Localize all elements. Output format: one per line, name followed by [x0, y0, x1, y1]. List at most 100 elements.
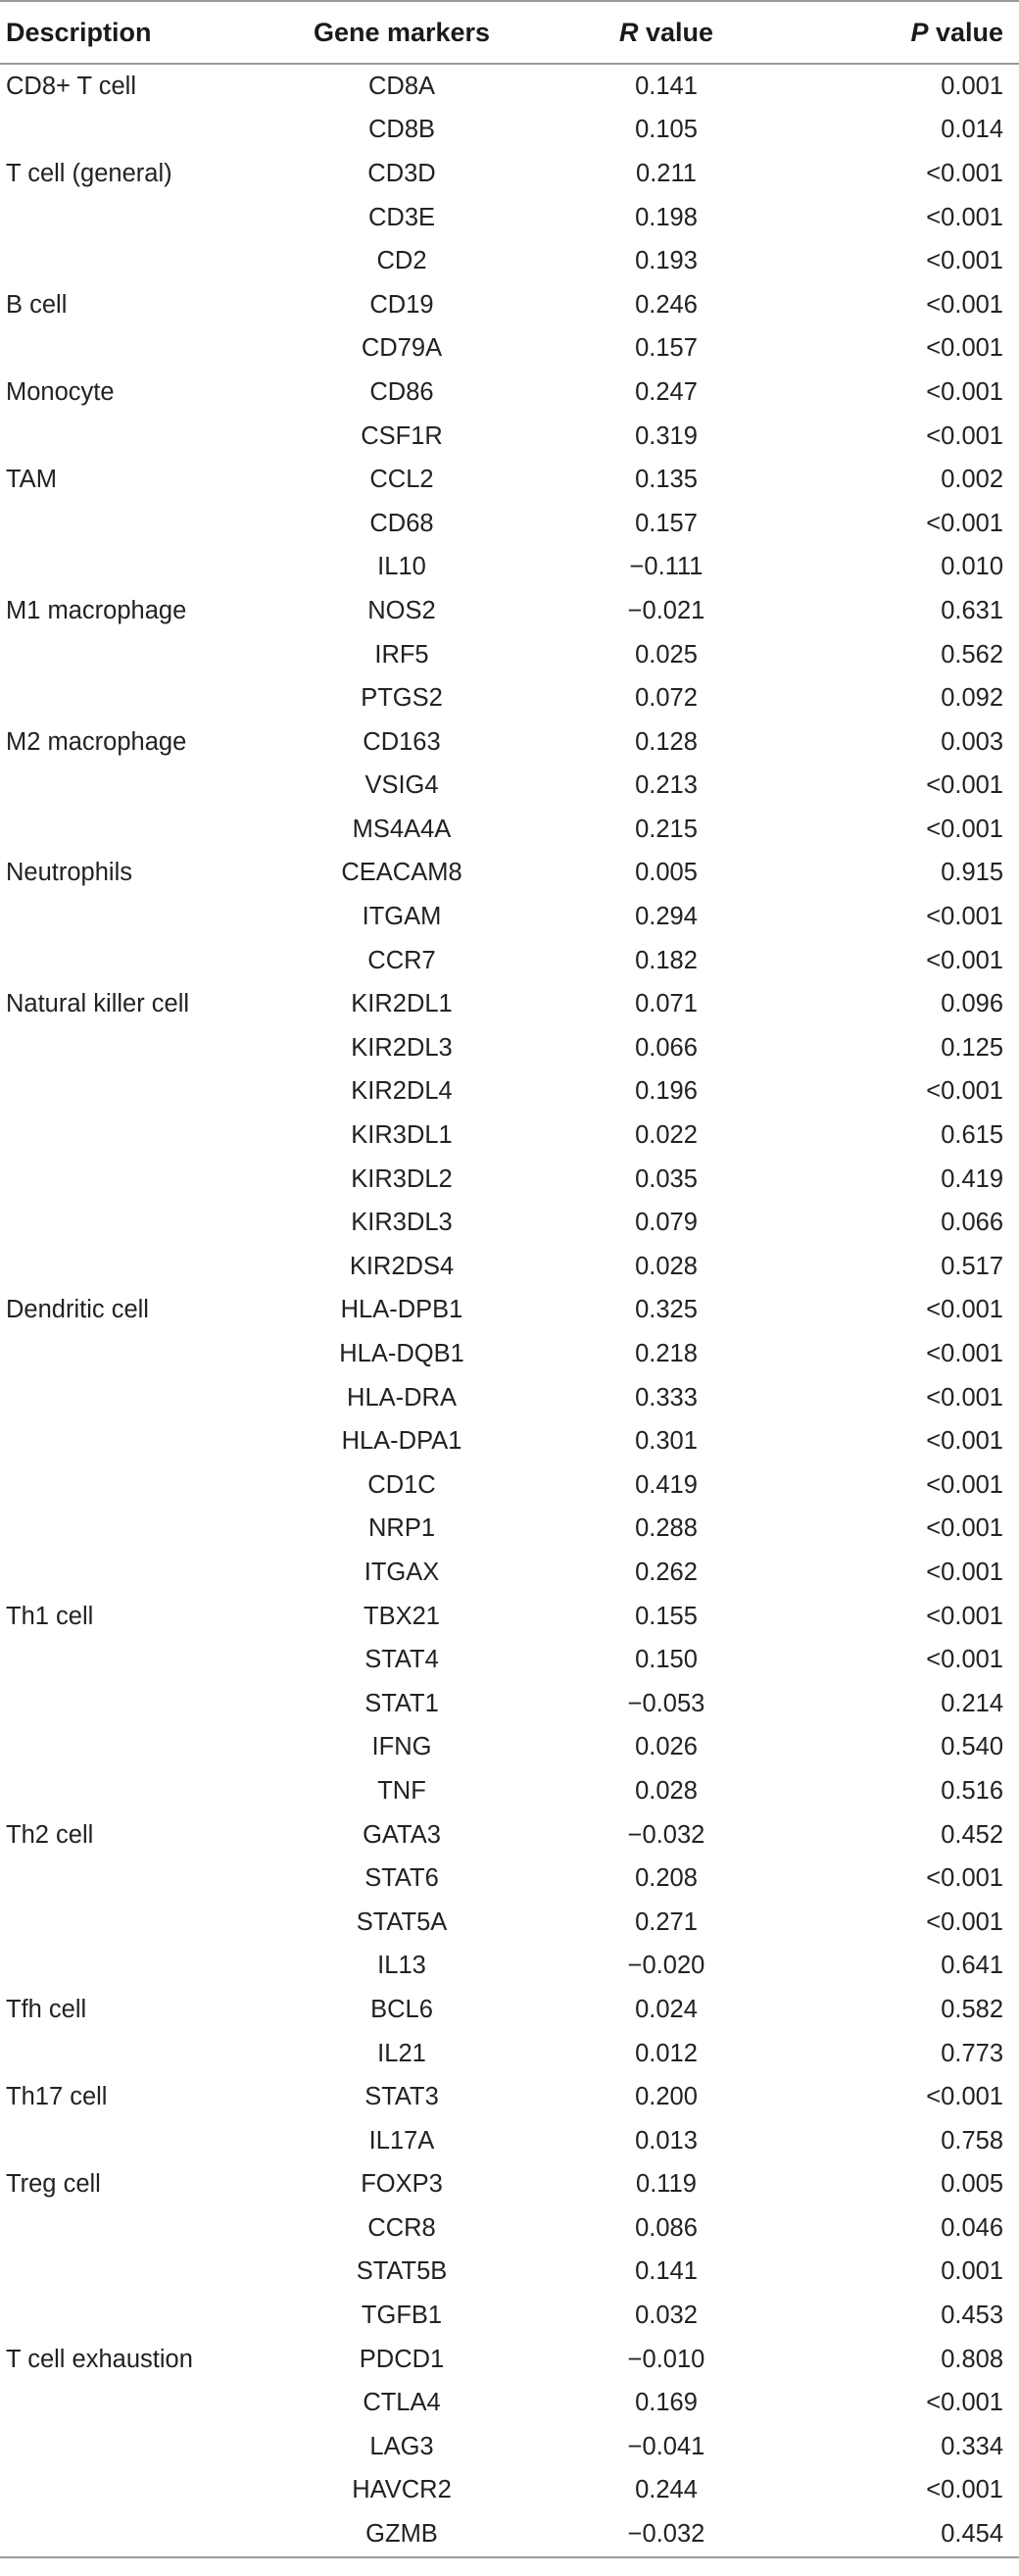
row-r-value: −0.010	[627, 2345, 705, 2373]
row-description: Th1 cell	[6, 1602, 94, 1630]
header-p-value: P value	[784, 0, 1019, 65]
table-row: CD68 0.157 <0.001	[0, 502, 1019, 546]
row-p-value: <0.001	[926, 1602, 1003, 1630]
row-r-value: 0.066	[635, 1033, 698, 1062]
row-description	[0, 2206, 255, 2251]
row-gene-marker: STAT5B	[356, 2257, 448, 2286]
row-gene-marker: VSIG4	[364, 771, 439, 800]
row-p-value: <0.001	[926, 903, 1003, 931]
row-p-value: <0.001	[926, 1077, 1003, 1106]
row-description: Th2 cell	[6, 1820, 94, 1849]
row-p-value: 0.002	[941, 466, 1003, 494]
row-r-value: 0.012	[635, 2039, 698, 2067]
table-row: CCR8 0.086 0.046	[0, 2206, 1019, 2251]
row-r-value: 0.182	[635, 946, 698, 974]
row-r-value: 0.013	[635, 2126, 698, 2155]
row-description	[0, 1551, 255, 1595]
row-p-value: <0.001	[926, 1383, 1003, 1412]
table-row: CSF1R 0.319 <0.001	[0, 415, 1019, 459]
row-description	[0, 1901, 255, 1945]
table-row: KIR2DS4 0.028 0.517	[0, 1245, 1019, 1289]
row-p-value: 0.125	[941, 1033, 1003, 1062]
row-description: Th17 cell	[6, 2083, 108, 2111]
row-r-value: 0.319	[635, 421, 698, 450]
row-p-value: 0.096	[941, 990, 1003, 1018]
row-p-value: <0.001	[926, 290, 1003, 319]
row-r-value: 0.218	[635, 1340, 698, 1368]
header-r-letter: R	[618, 17, 639, 47]
row-description	[0, 415, 255, 459]
table-row: PTGS2 0.072 0.092	[0, 676, 1019, 720]
row-gene-marker: CTLA4	[363, 2389, 441, 2417]
row-r-value: 0.024	[635, 1995, 698, 2023]
row-p-value: 0.641	[941, 1952, 1003, 1980]
row-description	[0, 939, 255, 983]
table-row: T cell (general) CD3D 0.211 <0.001	[0, 152, 1019, 196]
row-r-value: 0.271	[635, 1907, 698, 1936]
header-row: Description Gene markers R value P value	[0, 0, 1019, 65]
row-r-value: −0.032	[549, 2512, 784, 2558]
row-p-value: <0.001	[926, 1864, 1003, 1893]
table-row: HAVCR2 0.244 <0.001	[0, 2469, 1019, 2513]
row-description	[0, 196, 255, 240]
row-description	[0, 1245, 255, 1289]
row-description: Dendritic cell	[6, 1296, 149, 1324]
row-description	[0, 1769, 255, 1813]
row-description	[0, 1945, 255, 1989]
row-p-value: <0.001	[926, 247, 1003, 275]
row-r-value: 0.211	[636, 159, 697, 187]
row-description: B cell	[6, 290, 68, 319]
row-p-value: 0.334	[941, 2432, 1003, 2460]
row-p-value: 0.453	[941, 2302, 1003, 2330]
row-r-value: 0.071	[635, 990, 698, 1018]
row-gene-marker: IFNG	[371, 1733, 432, 1761]
header-p-letter: P	[910, 17, 929, 47]
table-row: STAT1 −0.053 0.214	[0, 1682, 1019, 1726]
row-description: Tfh cell	[6, 1995, 87, 2023]
table-row: KIR2DL4 0.196 <0.001	[0, 1070, 1019, 1115]
row-p-value: <0.001	[926, 159, 1003, 187]
row-gene-marker: NOS2	[367, 596, 436, 624]
table-row: Dendritic cell HLA-DPB1 0.325 <0.001	[0, 1289, 1019, 1333]
row-r-value: 0.419	[635, 1470, 698, 1499]
row-description	[0, 1419, 255, 1463]
row-r-value: 0.325	[635, 1296, 698, 1324]
row-r-value: 0.150	[635, 1646, 698, 1674]
row-p-value: 0.046	[941, 2213, 1003, 2242]
row-r-value: 0.141	[635, 2257, 698, 2286]
table-row: Neutrophils CEACAM8 0.005 0.915	[0, 852, 1019, 896]
row-p-value: <0.001	[926, 1470, 1003, 1499]
row-description: T cell exhaustion	[6, 2345, 193, 2373]
row-description: Natural killer cell	[6, 990, 190, 1018]
row-p-value: 0.092	[941, 684, 1003, 713]
row-p-value: 0.005	[941, 2170, 1003, 2199]
row-p-value: 0.452	[941, 1820, 1003, 1849]
row-r-value: 0.246	[635, 290, 698, 319]
row-description	[0, 2032, 255, 2076]
row-r-value: 0.035	[635, 1164, 698, 1193]
row-r-value: 0.005	[635, 859, 698, 887]
table-row: IL17A 0.013 0.758	[0, 2119, 1019, 2163]
row-p-value: <0.001	[926, 1427, 1003, 1456]
row-r-value: 0.028	[635, 1776, 698, 1805]
row-p-value: <0.001	[926, 421, 1003, 450]
row-r-value: 0.155	[635, 1602, 698, 1630]
row-r-value: −0.032	[627, 1820, 705, 1849]
row-p-value: <0.001	[926, 815, 1003, 843]
header-description: Description	[0, 0, 255, 65]
row-gene-marker: IRF5	[374, 640, 429, 669]
row-gene-marker: TGFB1	[361, 2302, 443, 2330]
row-gene-marker: IL13	[377, 1952, 426, 1980]
row-p-value: 0.631	[941, 596, 1003, 624]
row-gene-marker: CEACAM8	[341, 859, 462, 887]
table-row: M2 macrophage CD163 0.128 0.003	[0, 720, 1019, 765]
row-p-value: 0.615	[941, 1121, 1003, 1150]
row-r-value: 0.333	[635, 1383, 698, 1412]
row-r-value: 0.025	[635, 640, 698, 669]
row-description	[0, 1201, 255, 1245]
row-p-value: 0.454	[784, 2512, 1019, 2558]
row-r-value: 0.028	[635, 1252, 698, 1280]
table-row: KIR3DL1 0.022 0.615	[0, 1114, 1019, 1158]
table-row: STAT4 0.150 <0.001	[0, 1638, 1019, 1682]
row-r-value: 0.247	[635, 377, 698, 406]
